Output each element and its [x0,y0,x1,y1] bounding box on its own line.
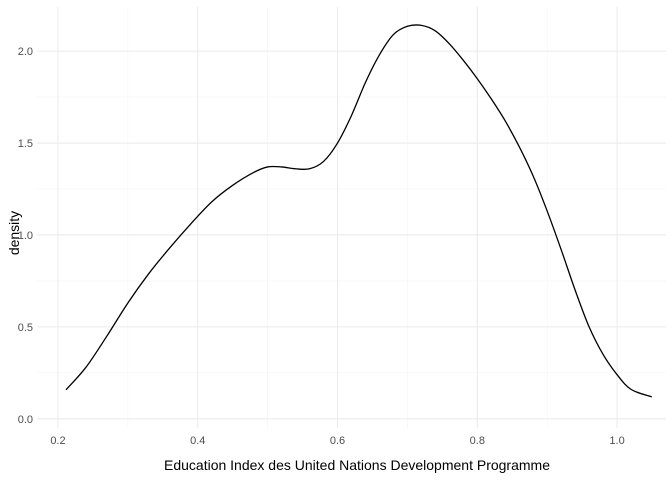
y-tick-label: 1.5 [18,138,33,150]
y-tick-label: 0.0 [18,414,33,426]
x-tick-label: 0.6 [330,435,345,447]
y-tick-label: 2.0 [18,46,33,58]
x-tick-label: 0.4 [190,435,205,447]
x-tick-label: 0.2 [50,435,65,447]
tick-labels: 0.2 0.4 0.6 0.8 1.0 0.0 0.5 1.0 1.5 2.0 [18,46,625,447]
density-line [65,24,652,398]
grid [37,7,666,428]
x-tick-label: 1.0 [609,435,624,447]
y-axis-title: density [6,211,22,255]
y-tick-label: 1.0 [18,230,33,242]
x-axis-title: Education Index des United Nations Devel… [164,457,550,473]
y-tick-label: 0.5 [18,322,33,334]
x-tick-label: 0.8 [470,435,485,447]
